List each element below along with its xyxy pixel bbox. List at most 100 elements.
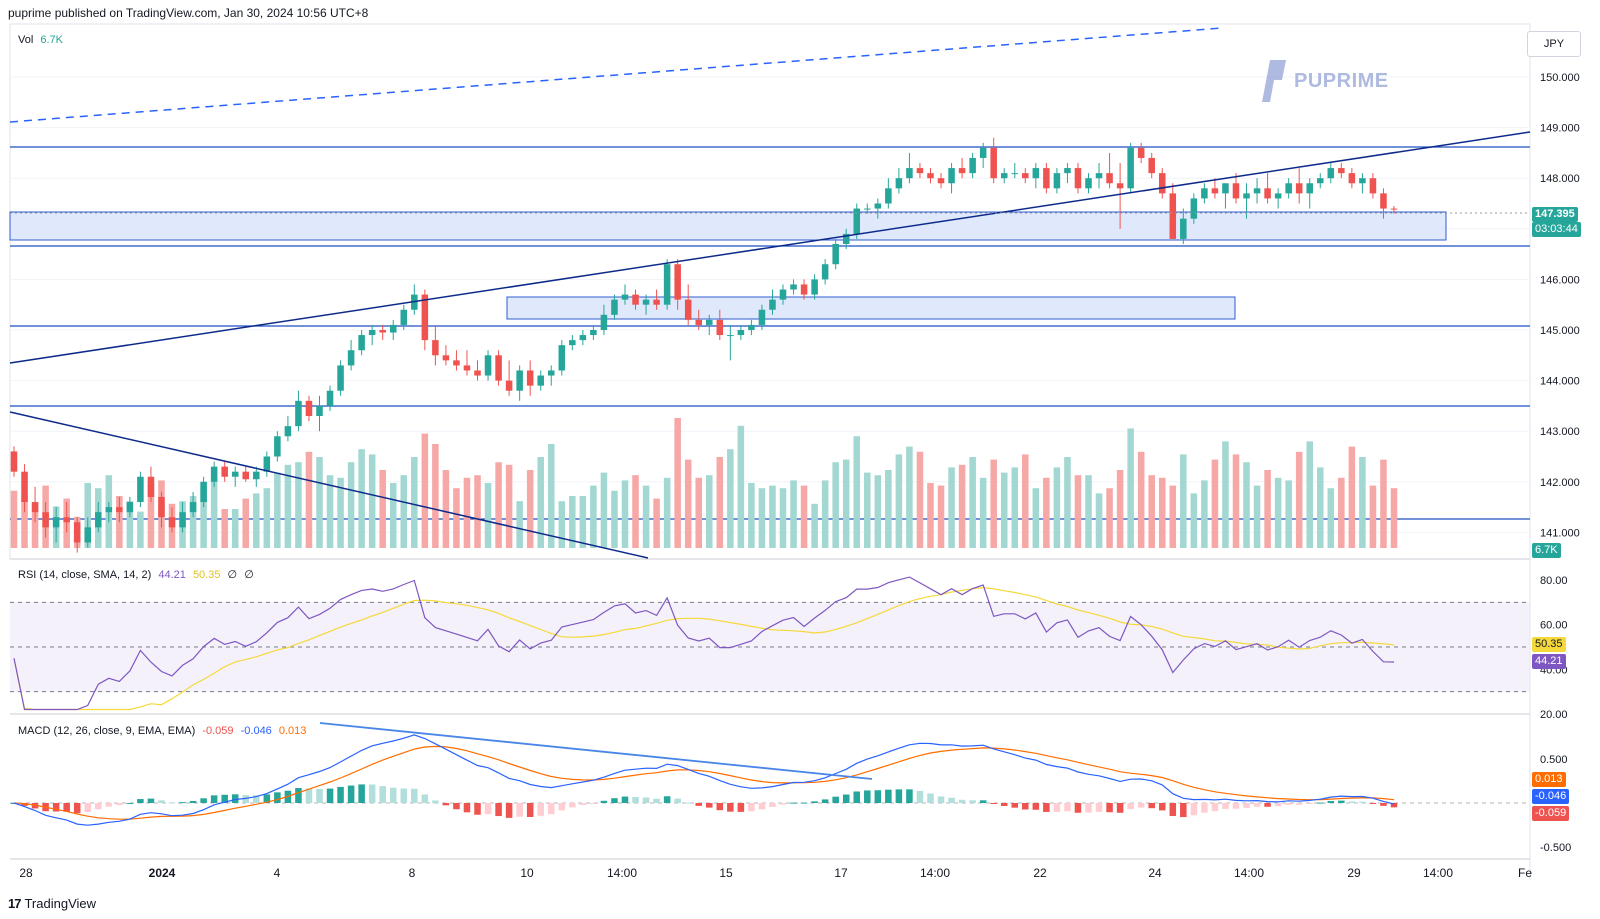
volume-bar <box>1390 488 1398 548</box>
price-axis-label: 149.000 <box>1540 123 1580 135</box>
volume-bar <box>642 485 650 548</box>
macd-histogram-bar <box>958 799 966 803</box>
macd-value-tag: -0.059 <box>1532 806 1570 821</box>
candle <box>632 289 639 310</box>
macd-histogram-bar <box>706 803 713 808</box>
volume-bar <box>1369 485 1377 548</box>
volume-bar <box>1264 470 1271 548</box>
candle <box>242 466 250 482</box>
macd-histogram-bar <box>442 803 450 806</box>
candle <box>516 365 523 401</box>
macd-histogram-bar <box>210 795 218 803</box>
macd-legend-signal: -0.046 <box>240 725 272 737</box>
candle <box>864 203 871 214</box>
candle <box>969 152 976 179</box>
candle <box>1190 193 1198 224</box>
candle <box>1253 178 1261 204</box>
candle <box>1074 163 1082 194</box>
candle <box>695 309 702 330</box>
volume-bar <box>1348 446 1356 548</box>
candle <box>210 461 218 487</box>
trendlines-layer <box>9 27 1531 559</box>
candle <box>105 502 113 523</box>
candle <box>137 471 144 508</box>
ascending-trendline[interactable] <box>9 131 1531 364</box>
candle <box>1032 163 1040 189</box>
candle <box>748 319 755 336</box>
volume-bar <box>189 496 197 548</box>
volume-bar <box>284 464 292 548</box>
rsi-line <box>13 576 1395 711</box>
volume-bar <box>716 457 724 548</box>
macd-axis-label: -0.500 <box>1540 842 1571 854</box>
volume-bar <box>611 490 618 548</box>
macd-histogram-bar <box>1064 803 1071 812</box>
candle <box>1000 168 1008 184</box>
candle <box>1116 163 1124 229</box>
macd-histogram-bar <box>358 784 365 803</box>
volume-bar <box>84 483 92 548</box>
descending-trendline[interactable] <box>9 411 649 559</box>
time-axis-label: 29 <box>1347 866 1361 880</box>
macd-histogram-bar <box>727 803 734 812</box>
candle <box>200 476 207 508</box>
volume-bar <box>474 475 481 548</box>
candle <box>263 451 271 477</box>
candle <box>10 446 18 477</box>
macd-histogram-bar <box>927 793 934 803</box>
volume-bar <box>706 475 713 548</box>
volume-bar <box>1253 485 1261 548</box>
volume-bar <box>358 449 365 548</box>
macd-divergence-line[interactable] <box>319 722 873 780</box>
candle <box>126 496 134 518</box>
candle <box>653 289 660 310</box>
candle <box>1169 183 1177 239</box>
tradingview-footer[interactable]: 17 TradingView <box>8 896 96 911</box>
macd-histogram-bar <box>242 795 250 803</box>
candle <box>1264 173 1271 204</box>
volume-bar <box>1316 467 1324 548</box>
candle <box>990 137 997 184</box>
volume-bar <box>885 470 892 548</box>
currency-selector[interactable]: JPY <box>1527 31 1581 57</box>
volume-bar <box>442 470 450 548</box>
volume-bar <box>210 477 218 548</box>
candle <box>463 350 471 376</box>
macd-histogram-bar <box>84 803 92 813</box>
candle <box>1285 178 1292 199</box>
volume-bar <box>948 467 955 548</box>
macd-histogram-bar <box>516 803 523 817</box>
macd-histogram-bar <box>1348 801 1356 803</box>
macd-histogram-bar <box>221 794 228 803</box>
macd-histogram-bar <box>168 802 176 804</box>
channel-dashed-line[interactable] <box>9 27 1223 123</box>
macd-histogram-bar <box>179 802 186 804</box>
volume-bar <box>579 496 587 548</box>
macd-histogram-bar <box>864 790 871 803</box>
candle <box>621 284 629 305</box>
time-axis-label: 22 <box>1033 866 1047 880</box>
rsi-legend-extra-1: ∅ <box>227 569 238 581</box>
macd-histogram-bar <box>579 803 587 806</box>
candle <box>95 502 102 533</box>
volume-bar <box>937 485 945 548</box>
supply-zone-upper[interactable] <box>9 211 1447 241</box>
price-axis-label: 145.000 <box>1540 325 1580 337</box>
macd-histogram-bar <box>885 789 892 803</box>
volume-bar <box>769 485 776 548</box>
candle <box>158 491 165 528</box>
candle <box>716 309 724 341</box>
volume-bar <box>684 459 692 548</box>
macd-histogram-bar <box>1327 801 1335 803</box>
macd-histogram-bar <box>916 790 924 803</box>
candle <box>579 330 587 346</box>
candlesticks <box>10 137 1398 553</box>
volume-bar <box>253 493 260 548</box>
candle <box>937 173 945 189</box>
rsi-legend-value: 44.21 <box>158 569 186 581</box>
volume-bar <box>368 454 376 548</box>
candle <box>179 502 186 533</box>
candle <box>1369 173 1377 199</box>
volume-bar <box>526 470 534 548</box>
